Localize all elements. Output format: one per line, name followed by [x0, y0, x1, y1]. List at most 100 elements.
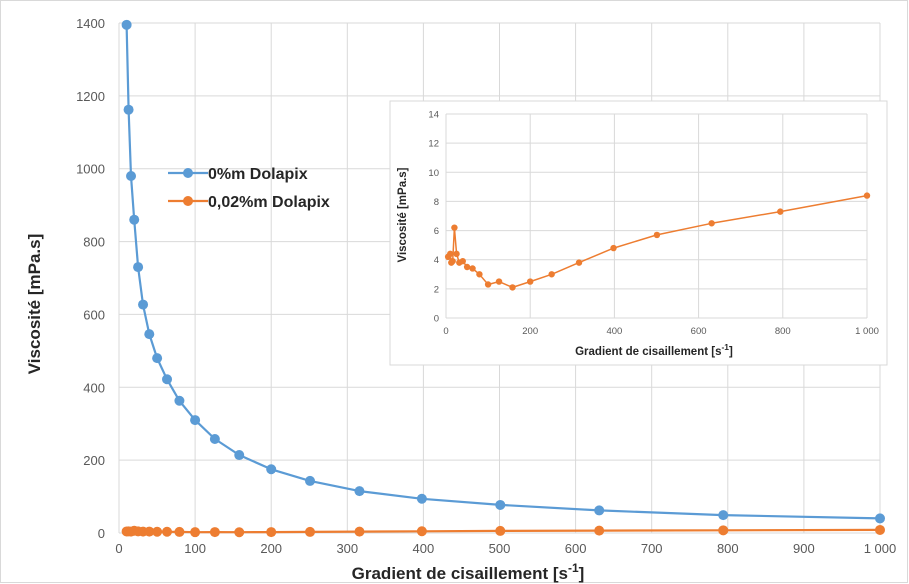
main-series-0-point: [875, 513, 885, 524]
inset-x-tick-label: 0: [443, 326, 448, 337]
main-series-1-point: [416, 526, 427, 537]
main-series-1-point: [875, 524, 885, 535]
main-series-1-point: [174, 526, 185, 537]
inset-series-0-point: [476, 271, 483, 278]
main-series-0-point: [129, 214, 140, 225]
main-series-0-point: [718, 510, 729, 521]
main-x-tick-label: 200: [260, 541, 282, 556]
main-y-tick-label: 600: [83, 307, 105, 322]
inset-background: [389, 100, 888, 366]
main-series-0-point: [354, 486, 365, 497]
main-series-0-point: [152, 353, 163, 364]
main-series: [121, 19, 885, 538]
main-series-1-point: [354, 526, 365, 537]
main-y-axis-title: Viscosité [mPa.s]: [25, 234, 44, 374]
main-series-0-point: [209, 434, 220, 445]
inset-y-tick-label: 6: [434, 226, 439, 237]
legend-entry-0: 0%m Dolapix: [168, 166, 308, 183]
main-series-0-point: [190, 415, 201, 426]
legend-label-0: 0%m Dolapix: [208, 166, 308, 183]
main-x-axis-title: Gradient de cisaillement [s-1]: [352, 561, 585, 583]
inset-y-tick-label: 10: [428, 168, 439, 179]
inset-series-0-point: [527, 278, 534, 285]
inset-series-0-point: [484, 281, 492, 288]
legend-swatch-marker-0: [183, 168, 193, 178]
main-series-1-point: [305, 526, 316, 537]
inset-series-0-point: [449, 257, 456, 265]
inset-series-0-point: [863, 192, 871, 199]
inset-x-axis-title: Gradient de cisaillement [s-1]: [575, 342, 733, 358]
inset-x-tick-label: 1 000: [855, 326, 879, 337]
main-series-0-point: [133, 262, 144, 273]
main-y-tick-label: 400: [83, 380, 105, 395]
inset-y-tick-label: 0: [434, 314, 439, 325]
main-y-tick-label: 1000: [76, 162, 105, 177]
inset-x-tick-label: 800: [775, 326, 791, 337]
inset-x-tick-label: 200: [522, 326, 538, 337]
main-series-1-point: [495, 525, 506, 536]
main-series-1-point: [152, 526, 163, 537]
main-series-0-point: [123, 104, 134, 115]
inset-series-0-point: [495, 278, 503, 285]
main-series-1-point: [209, 527, 220, 538]
main-series-0-point: [121, 19, 132, 30]
main-x-tick-label: 700: [641, 541, 663, 556]
legend-label-1: 0,02%m Dolapix: [208, 194, 330, 211]
inset-series-0-line: [447, 194, 868, 289]
main-series-1-point: [718, 525, 729, 536]
main-series-1-point: [162, 526, 173, 537]
main-x-tick-label: 800: [717, 541, 739, 556]
inset-series-0-point: [447, 250, 454, 258]
inset-y-tick-label: 4: [434, 255, 439, 266]
inset-series: [444, 192, 871, 291]
main-series-0-point: [138, 299, 149, 310]
main-series-0-point: [174, 395, 185, 406]
inset-y-tick-label: 8: [434, 197, 439, 208]
inset-x-tick-label: 600: [691, 326, 707, 337]
inset-ticks: 0 200 400 600 800 1 000 0 2 4 6 8 10 12 14: [428, 110, 878, 338]
main-y-tick-label: 0: [98, 526, 105, 541]
inset-series-0-point: [548, 271, 555, 278]
legend: 0%m Dolapix 0,02%m Dolapix: [168, 166, 330, 211]
main-x-tick-label: 500: [489, 541, 511, 556]
inset-y-tick-label: 12: [428, 139, 439, 150]
inset-series-0-point: [708, 220, 715, 227]
inset-series-0-point: [509, 284, 516, 291]
main-series-1-point: [266, 527, 277, 538]
main-series-0-point: [594, 505, 605, 516]
main-y-tick-label: 800: [83, 235, 105, 250]
main-series-0-point: [234, 450, 245, 461]
main-series-0-point: [126, 171, 137, 181]
main-x-tick-label: 100: [184, 541, 206, 556]
main-y-tick-label: 1200: [76, 89, 105, 104]
main-x-tick-label: 300: [336, 541, 358, 556]
main-series-0-point: [495, 499, 506, 510]
inset-x-tick-label: 400: [606, 326, 622, 337]
main-series-1-point: [234, 527, 245, 538]
main-x-tick-label: 400: [413, 541, 435, 556]
main-series-0-point: [416, 493, 427, 504]
inset-series-0-point: [453, 250, 460, 258]
inset-series-0-point: [459, 257, 466, 265]
inset-series-0-point: [451, 224, 458, 231]
legend-entry-1: 0,02%m Dolapix: [168, 194, 330, 211]
main-series-0-point: [162, 374, 173, 385]
inset-series-0-point: [777, 208, 784, 215]
inset-y-axis-title: Viscosité [mPa.s]: [397, 167, 409, 262]
main-series-0-point: [305, 475, 316, 486]
main-x-tick-label: 900: [793, 541, 815, 556]
inset-series-0-point: [653, 231, 661, 239]
inset-series-0-point: [469, 265, 476, 272]
main-x-tick-label: 1 000: [864, 541, 897, 556]
main-series-1-point: [594, 525, 605, 536]
inset-y-tick-label: 14: [428, 110, 439, 121]
main-series-0-point: [144, 329, 155, 340]
inset-series-0-point: [575, 259, 583, 266]
main-x-tick-label: 600: [565, 541, 587, 556]
inset-chart: 0 200 400 600 800 1 000 0 2 4 6 8 10 12 14 Viscosité …: [389, 100, 888, 366]
main-x-tick-label: 0: [115, 541, 122, 556]
inset-series-0-point: [610, 244, 617, 252]
main-ticks: 0 100 200 300 400 500 600 700 800 900 1 0000200400…: [76, 16, 896, 556]
